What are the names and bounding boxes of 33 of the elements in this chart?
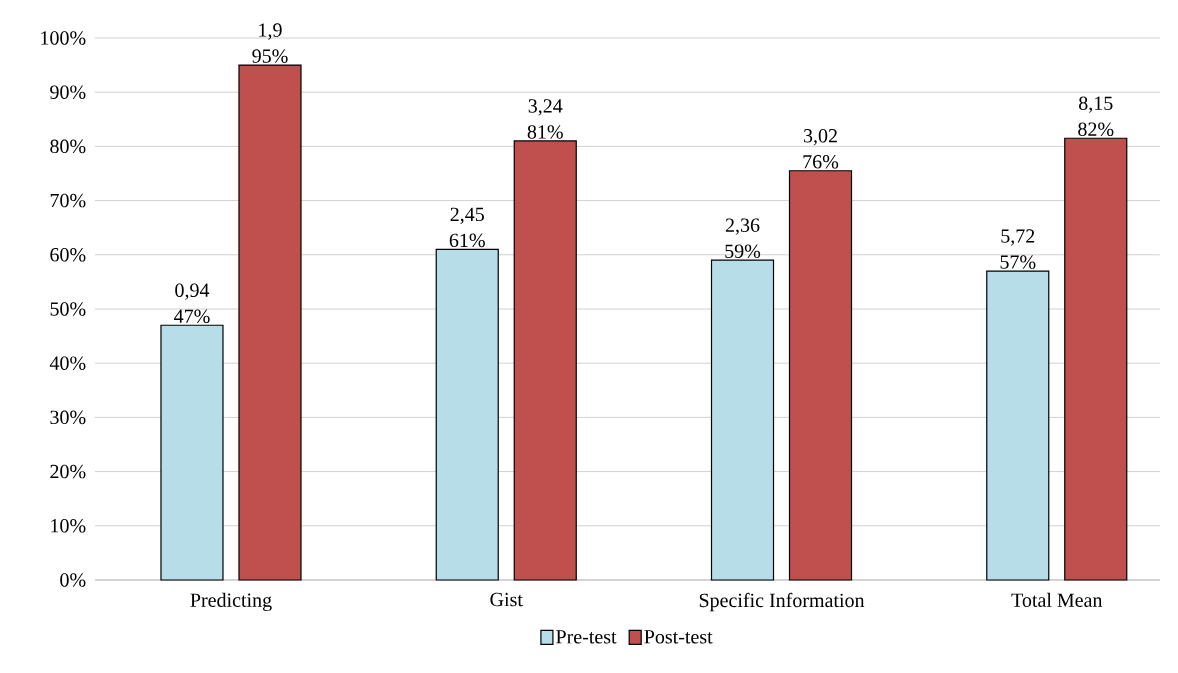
bar: [238, 64, 302, 581]
bar: [1064, 137, 1128, 581]
x-tick-label: Specific Information: [699, 592, 865, 612]
data-label: 3,24 81%: [527, 99, 563, 139]
x-tick-label: Total Mean: [1011, 592, 1103, 607]
y-tick-label: 90%: [50, 85, 86, 99]
y-tick-label: 40%: [49, 356, 86, 370]
data-label: 2,36 59%: [725, 218, 761, 259]
x-tick-label: Gist: [490, 592, 523, 607]
y-tick-label: 80%: [50, 139, 86, 154]
y-tick-label: 20%: [50, 464, 86, 479]
data-label: 2,45 61%: [449, 207, 485, 248]
y-tick-label: 100%: [41, 31, 86, 45]
bar: [513, 140, 577, 581]
data-label: 3,02 76%: [803, 129, 839, 169]
bar: [160, 324, 224, 581]
legend-label: Post-test: [644, 630, 713, 644]
legend-label: Pre-test: [556, 630, 617, 644]
data-label: 0,94 47%: [174, 283, 210, 324]
y-tick-label: 10%: [51, 519, 86, 533]
bar: [435, 248, 499, 581]
data-label: 1,9 95%: [252, 23, 288, 63]
y-tick-label: 30%: [50, 410, 86, 425]
bar: [710, 259, 775, 581]
y-tick-label: 50%: [50, 302, 86, 316]
bar: [788, 170, 853, 581]
data-label: 5,72 57%: [1000, 229, 1036, 269]
data-label: 8,15 82%: [1078, 96, 1114, 137]
y-tick-label: 60%: [50, 248, 86, 262]
y-tick-label: 70%: [50, 193, 86, 208]
y-tick-label: 0%: [60, 573, 86, 587]
x-tick-label: Predicting: [190, 592, 272, 612]
bar: [986, 270, 1050, 581]
